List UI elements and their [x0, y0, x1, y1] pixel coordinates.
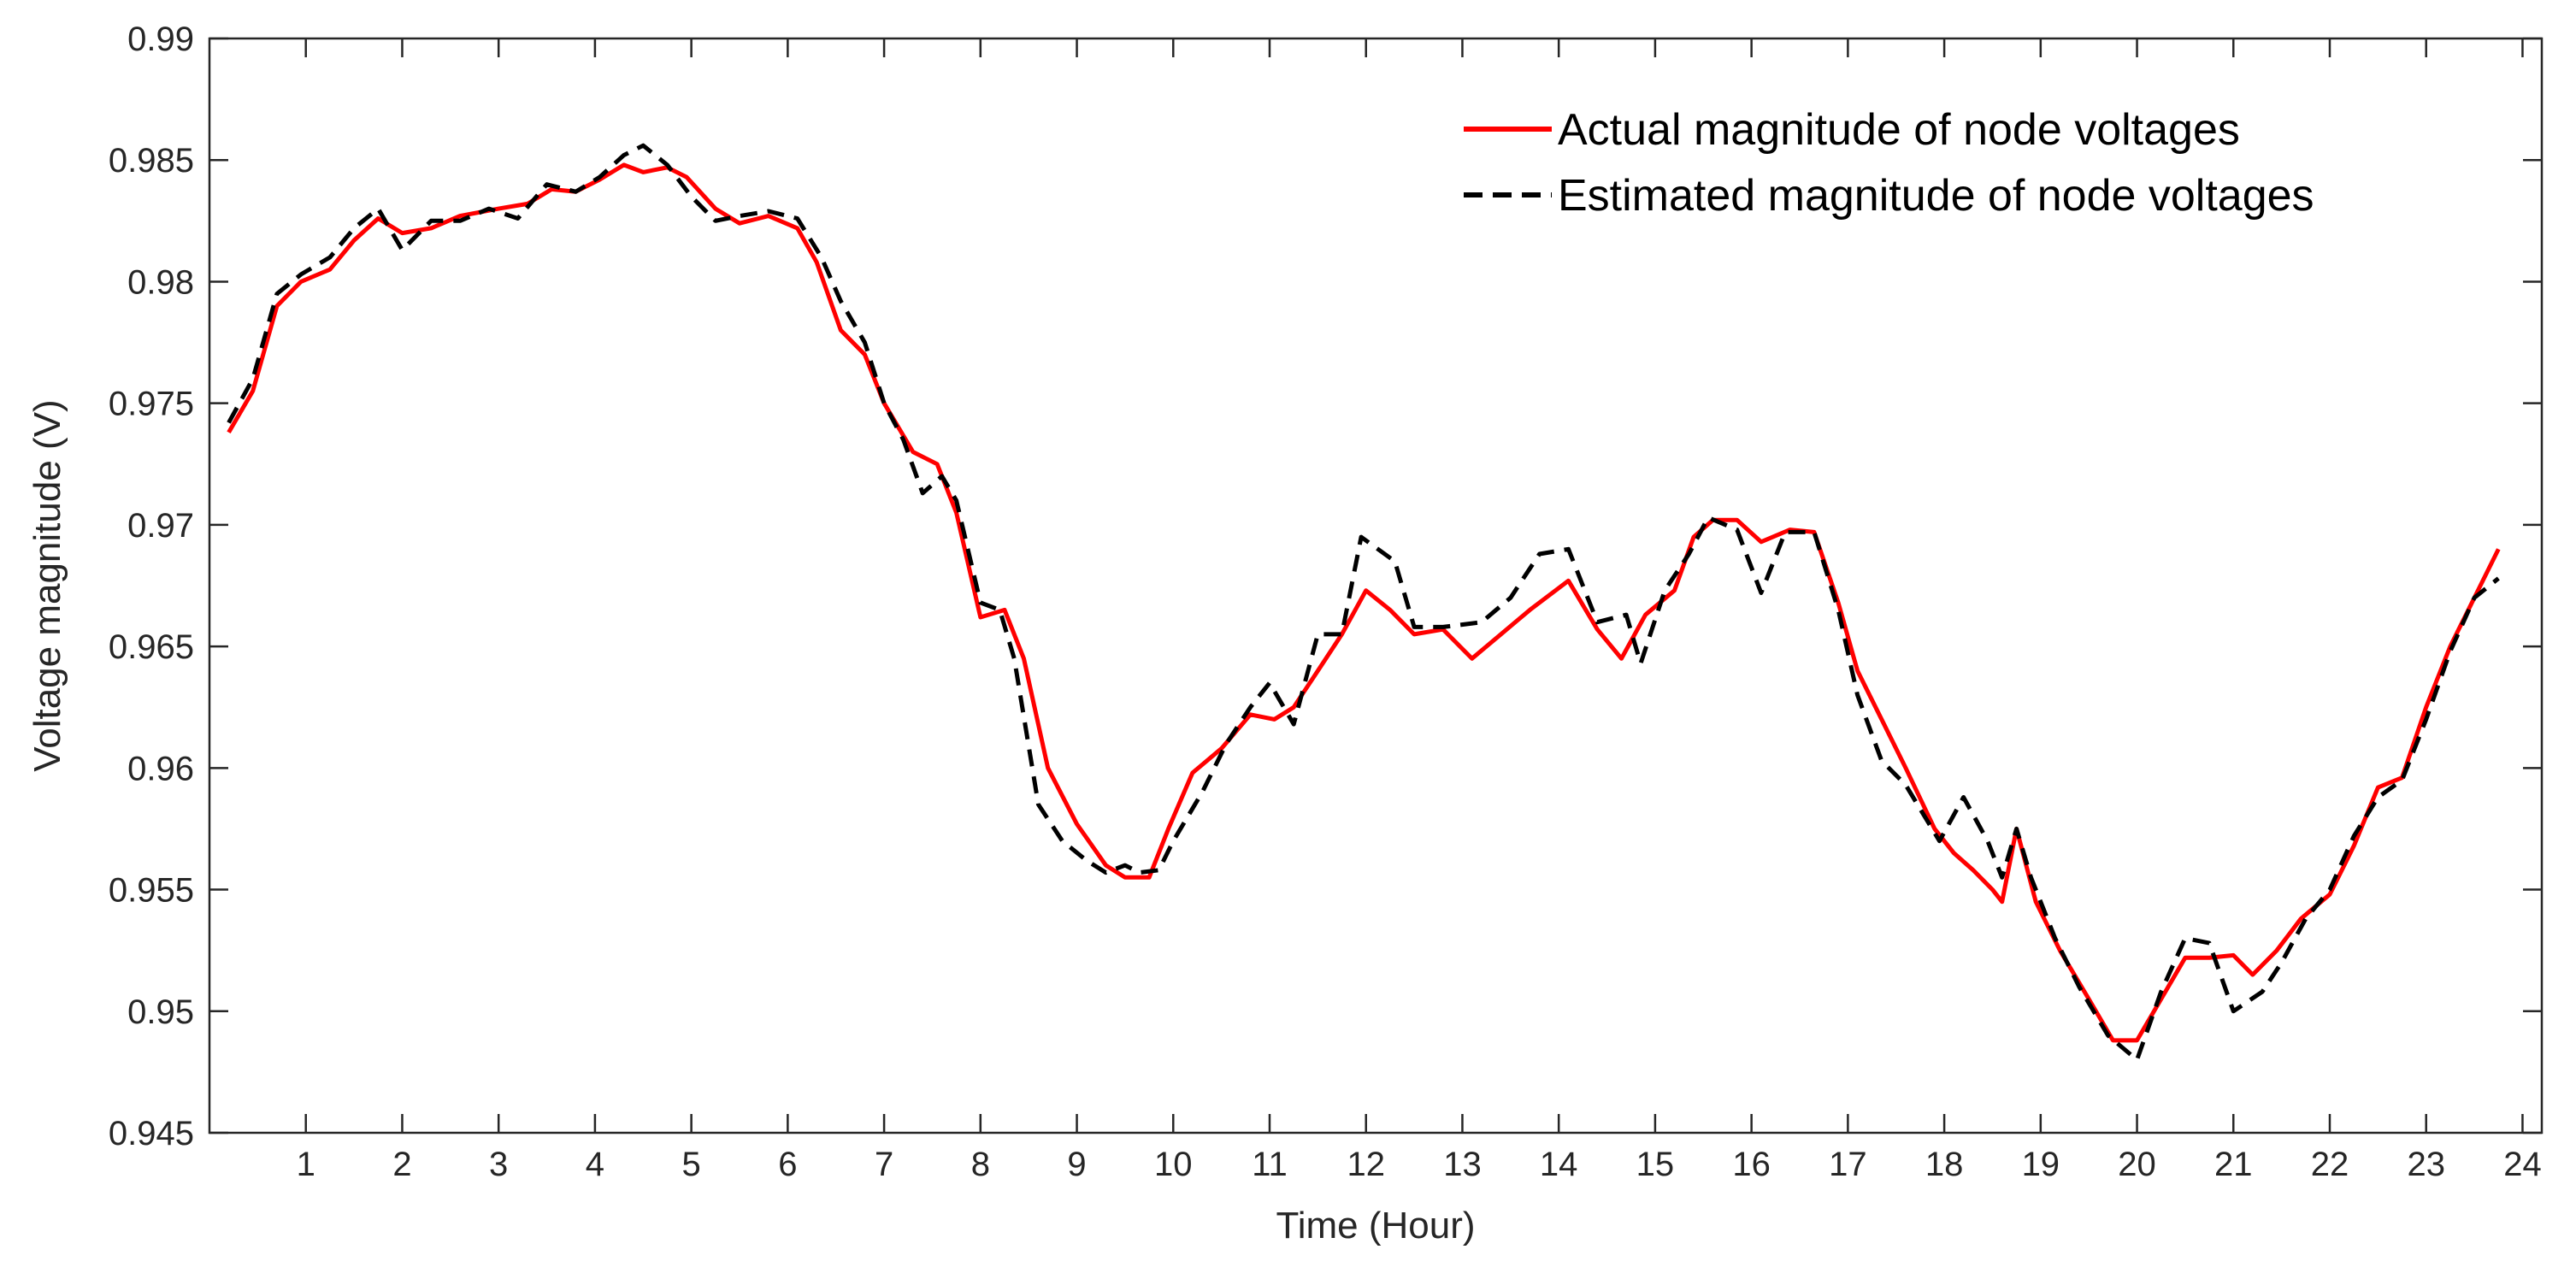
x-tick-label-22: 23: [2407, 1146, 2445, 1183]
legend-label-actual: Actual magnitude of node voltages: [1558, 105, 2240, 155]
x-tick-label-6: 7: [875, 1146, 893, 1183]
y-tick-label-7: 0.98: [127, 263, 194, 301]
x-tick-label-7: 8: [971, 1146, 990, 1183]
x-tick-label-3: 4: [586, 1146, 604, 1183]
y-tick-label-1: 0.95: [127, 993, 194, 1031]
data-series: [227, 143, 2501, 1063]
plot-area: [208, 37, 2544, 1135]
x-tick-label-5: 6: [778, 1146, 797, 1183]
x-tick-label-12: 13: [1443, 1146, 1482, 1183]
y-tick-label-5: 0.97: [127, 507, 194, 545]
x-tick-label-23: 24: [2503, 1146, 2542, 1183]
legend: Actual magnitude of node voltages Estima…: [1464, 105, 2314, 221]
x-tick-label-20: 21: [2214, 1146, 2253, 1183]
x-tick-label-1: 2: [392, 1146, 411, 1183]
x-tick-label-8: 9: [1067, 1146, 1086, 1183]
x-tick-label-19: 20: [2118, 1146, 2156, 1183]
y-axis-label: Voltage magnitude (V): [27, 399, 68, 771]
y-tick-label-2: 0.955: [109, 872, 194, 910]
axis-ticks: 1 2 3 4 5 6 7 8 9 10 11 12 13 14 15 16 17 18 19 20 21 22 23 240…: [109, 21, 2542, 1183]
x-tick-label-10: 11: [1252, 1146, 1288, 1183]
x-tick-label-15: 16: [1732, 1146, 1771, 1183]
y-tick-label-4: 0.965: [109, 628, 194, 666]
x-tick-label-0: 1: [297, 1146, 315, 1183]
legend-label-estimated: Estimated magnitude of node voltages: [1558, 171, 2314, 221]
x-tick-label-16: 17: [1829, 1146, 1867, 1183]
y-tick-label-0: 0.945: [109, 1115, 194, 1152]
series-line-actual: [227, 162, 2501, 1043]
x-tick-label-17: 18: [1925, 1146, 1964, 1183]
x-tick-label-9: 10: [1154, 1146, 1193, 1183]
y-tick-label-3: 0.96: [127, 750, 194, 787]
x-tick-label-18: 19: [2022, 1146, 2060, 1183]
x-tick-label-11: 12: [1347, 1146, 1385, 1183]
x-tick-label-21: 22: [2311, 1146, 2349, 1183]
x-tick-label-2: 3: [489, 1146, 508, 1183]
y-tick-label-8: 0.985: [109, 142, 194, 180]
y-tick-label-9: 0.99: [127, 21, 194, 58]
x-tick-label-4: 5: [682, 1146, 701, 1183]
x-axis-label: Time (Hour): [1276, 1205, 1475, 1246]
x-tick-label-13: 14: [1540, 1146, 1578, 1183]
series-line-estimated: [227, 143, 2500, 1063]
y-tick-label-6: 0.975: [109, 386, 194, 423]
x-tick-label-14: 15: [1636, 1146, 1675, 1183]
